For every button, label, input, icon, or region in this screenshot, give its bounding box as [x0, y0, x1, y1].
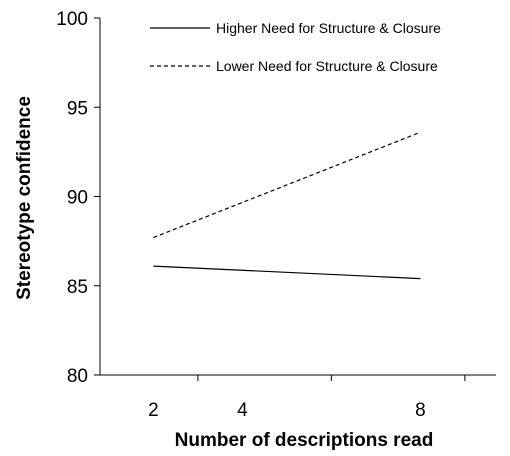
series-line-1 — [153, 265, 421, 280]
legend-label-1: Higher Need for Structure & Closure — [216, 20, 441, 36]
x-tick-label: 2 — [148, 400, 159, 421]
y-tick-label: 95 — [67, 98, 88, 119]
y-tick-label: 100 — [56, 9, 88, 30]
legend: Higher Need for Structure & Closure Lower… — [150, 20, 441, 74]
x-tick-label: 4 — [237, 400, 248, 421]
legend-label-2: Lower Need for Structure & Closure — [216, 58, 438, 74]
series-line-2 — [153, 131, 421, 239]
x-axis-ticks: 2 4 8 — [148, 375, 466, 421]
y-tick-label: 85 — [67, 277, 88, 298]
y-axis-ticks: 80 85 90 95 100 — [56, 9, 100, 387]
y-axis-title: Stereotype confidence — [14, 96, 35, 300]
y-tick-label: 80 — [67, 366, 88, 387]
x-axis-title: Number of descriptions read — [175, 430, 434, 451]
x-tick-label: 8 — [415, 400, 426, 421]
series-lines — [153, 131, 421, 280]
y-tick-label: 90 — [67, 188, 88, 209]
